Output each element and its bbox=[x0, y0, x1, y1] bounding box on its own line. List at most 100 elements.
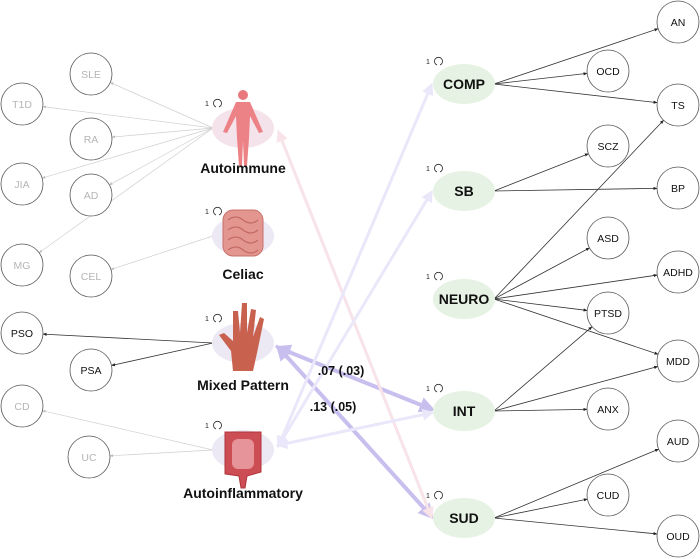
indicator-node-cud[interactable]: CUD bbox=[586, 473, 630, 517]
indicator-node-ad[interactable]: AD bbox=[69, 173, 113, 217]
indicator-node-psa[interactable]: PSA bbox=[69, 348, 113, 392]
indicator-circle bbox=[586, 124, 630, 168]
correlation-arrow-autoinflammatory-comp bbox=[276, 82, 434, 449]
factor-autoinflammatory[interactable]: 1 Autoinflammatory bbox=[183, 420, 303, 501]
loading-layer bbox=[38, 28, 664, 536]
correlation-label: .07 (.03) bbox=[318, 364, 365, 378]
indicator-label: PTSD bbox=[594, 308, 622, 320]
variance-loop-icon bbox=[434, 56, 443, 66]
indicator-node-ts[interactable]: TS bbox=[656, 83, 700, 127]
indicator-label: CEL bbox=[81, 271, 102, 283]
loading-arrow-sb-BP bbox=[493, 186, 658, 192]
indicator-circle bbox=[656, 83, 700, 127]
indicator-label: AUD bbox=[667, 436, 690, 448]
factor-neuro[interactable]: 1 NEURO bbox=[426, 271, 495, 319]
factor-label: SB bbox=[454, 183, 473, 199]
factor-comp[interactable]: 1 COMP bbox=[426, 56, 495, 104]
factor-sud[interactable]: 1 SUD bbox=[426, 490, 495, 538]
indicator-node-adhd[interactable]: ADHD bbox=[656, 250, 700, 294]
loading-arrow-sud-OUD bbox=[493, 517, 658, 536]
variance-label: 1 bbox=[205, 423, 209, 430]
indicator-node-oud[interactable]: OUD bbox=[656, 514, 700, 558]
indicator-label: MG bbox=[14, 260, 31, 272]
factor-autoimmune[interactable]: 1 Autoimmune bbox=[200, 90, 286, 176]
loading-arrow-neuro-PTSD bbox=[493, 298, 588, 312]
loading-arrow-int-PTSD bbox=[493, 326, 593, 412]
variance-label: 1 bbox=[205, 316, 209, 323]
variance-label: 1 bbox=[426, 166, 430, 173]
factor-label: Celiac bbox=[222, 266, 263, 282]
indicator-node-anx[interactable]: ANX bbox=[586, 387, 630, 431]
indicator-node-ptsd[interactable]: PTSD bbox=[586, 291, 630, 335]
indicator-label: T1D bbox=[12, 99, 32, 111]
indicator-node-aud[interactable]: AUD bbox=[656, 419, 700, 463]
indicator-node-t1d[interactable]: T1D bbox=[0, 82, 44, 126]
correlation-arrow-autoinflammatory-sb bbox=[277, 189, 433, 449]
loading-arrow-int-MDD bbox=[493, 365, 659, 412]
hand-icon bbox=[219, 303, 264, 371]
indicator-label: BP bbox=[671, 183, 685, 195]
indicator-label: TS bbox=[671, 100, 684, 112]
indicator-node-ra[interactable]: RA bbox=[69, 117, 113, 161]
indicator-node-scz[interactable]: SCZ bbox=[586, 124, 630, 168]
loading-arrow-autoimmune-SLE bbox=[109, 82, 214, 129]
indicator-circle bbox=[586, 387, 630, 431]
indicator-circle bbox=[656, 339, 700, 383]
factor-label: Autoimmune bbox=[200, 160, 286, 176]
indicator-label: SCZ bbox=[598, 141, 620, 153]
indicator-label: CUD bbox=[597, 490, 620, 502]
indicator-node-sle[interactable]: SLE bbox=[69, 52, 113, 96]
factor-label: INT bbox=[453, 403, 476, 419]
variance-loop-icon bbox=[434, 383, 443, 393]
indicator-circle bbox=[656, 514, 700, 558]
variance-label: 1 bbox=[426, 493, 430, 500]
indicator-label: CD bbox=[14, 401, 30, 413]
indicator-node-bp[interactable]: BP bbox=[656, 166, 700, 210]
indicator-label: JIA bbox=[14, 179, 29, 191]
indicator-circle bbox=[586, 473, 630, 517]
factor-celiac[interactable]: 1 Celiac bbox=[205, 206, 274, 282]
variance-loop-icon bbox=[434, 163, 443, 173]
factor-int[interactable]: 1 INT bbox=[426, 383, 495, 431]
indicator-node-an[interactable]: AN bbox=[656, 0, 700, 44]
correlation-layer bbox=[274, 82, 436, 520]
loading-arrow-comp-TS bbox=[493, 83, 658, 104]
indicator-label: UC bbox=[81, 452, 97, 464]
variance-loop-icon bbox=[213, 313, 222, 323]
indicator-circle bbox=[0, 384, 44, 428]
factor-sb[interactable]: 1 SB bbox=[426, 163, 495, 211]
indicator-label: AD bbox=[84, 190, 99, 202]
loading-arrow-autoimmune-MG bbox=[38, 127, 214, 254]
indicator-node-uc[interactable]: UC bbox=[67, 435, 111, 479]
factor-mixed[interactable]: 1 Mixed Pattern bbox=[197, 303, 289, 393]
factor-label: Mixed Pattern bbox=[197, 377, 289, 393]
loading-arrow-autoinflammatory-UC bbox=[109, 449, 214, 458]
indicator-circle bbox=[69, 173, 113, 217]
indicator-node-pso[interactable]: PSO bbox=[0, 311, 44, 355]
correlation-arrow-autoinflammatory-int bbox=[275, 408, 435, 450]
factor-ellipse bbox=[433, 171, 495, 211]
loading-arrow-neuro-ADHD bbox=[493, 273, 658, 300]
indicator-node-mdd[interactable]: MDD bbox=[656, 339, 700, 383]
indicator-node-asd[interactable]: ASD bbox=[586, 216, 630, 260]
loading-arrow-comp-OCD bbox=[493, 72, 588, 85]
indicator-node-jia[interactable]: JIA bbox=[0, 162, 44, 206]
indicator-node-ocd[interactable]: OCD bbox=[586, 49, 630, 93]
loading-arrow-celiac-CEL bbox=[110, 235, 214, 270]
loading-arrow-int-ANX bbox=[493, 407, 588, 412]
indicator-label: ASD bbox=[597, 233, 619, 245]
loading-arrow-comp-AN bbox=[493, 28, 659, 85]
intestine-icon bbox=[222, 209, 264, 257]
indicator-node-cd[interactable]: CD bbox=[0, 384, 44, 428]
indicator-circle bbox=[586, 49, 630, 93]
loading-arrow-autoimmune-RA bbox=[111, 127, 214, 139]
indicator-circle bbox=[586, 216, 630, 260]
indicator-label: ADHD bbox=[663, 267, 693, 279]
variance-loop-icon bbox=[213, 98, 222, 108]
factor-ellipse bbox=[433, 391, 495, 431]
indicator-node-mg[interactable]: MG bbox=[0, 243, 44, 287]
indicator-label: AN bbox=[671, 17, 686, 29]
indicator-node-cel[interactable]: CEL bbox=[69, 254, 113, 298]
